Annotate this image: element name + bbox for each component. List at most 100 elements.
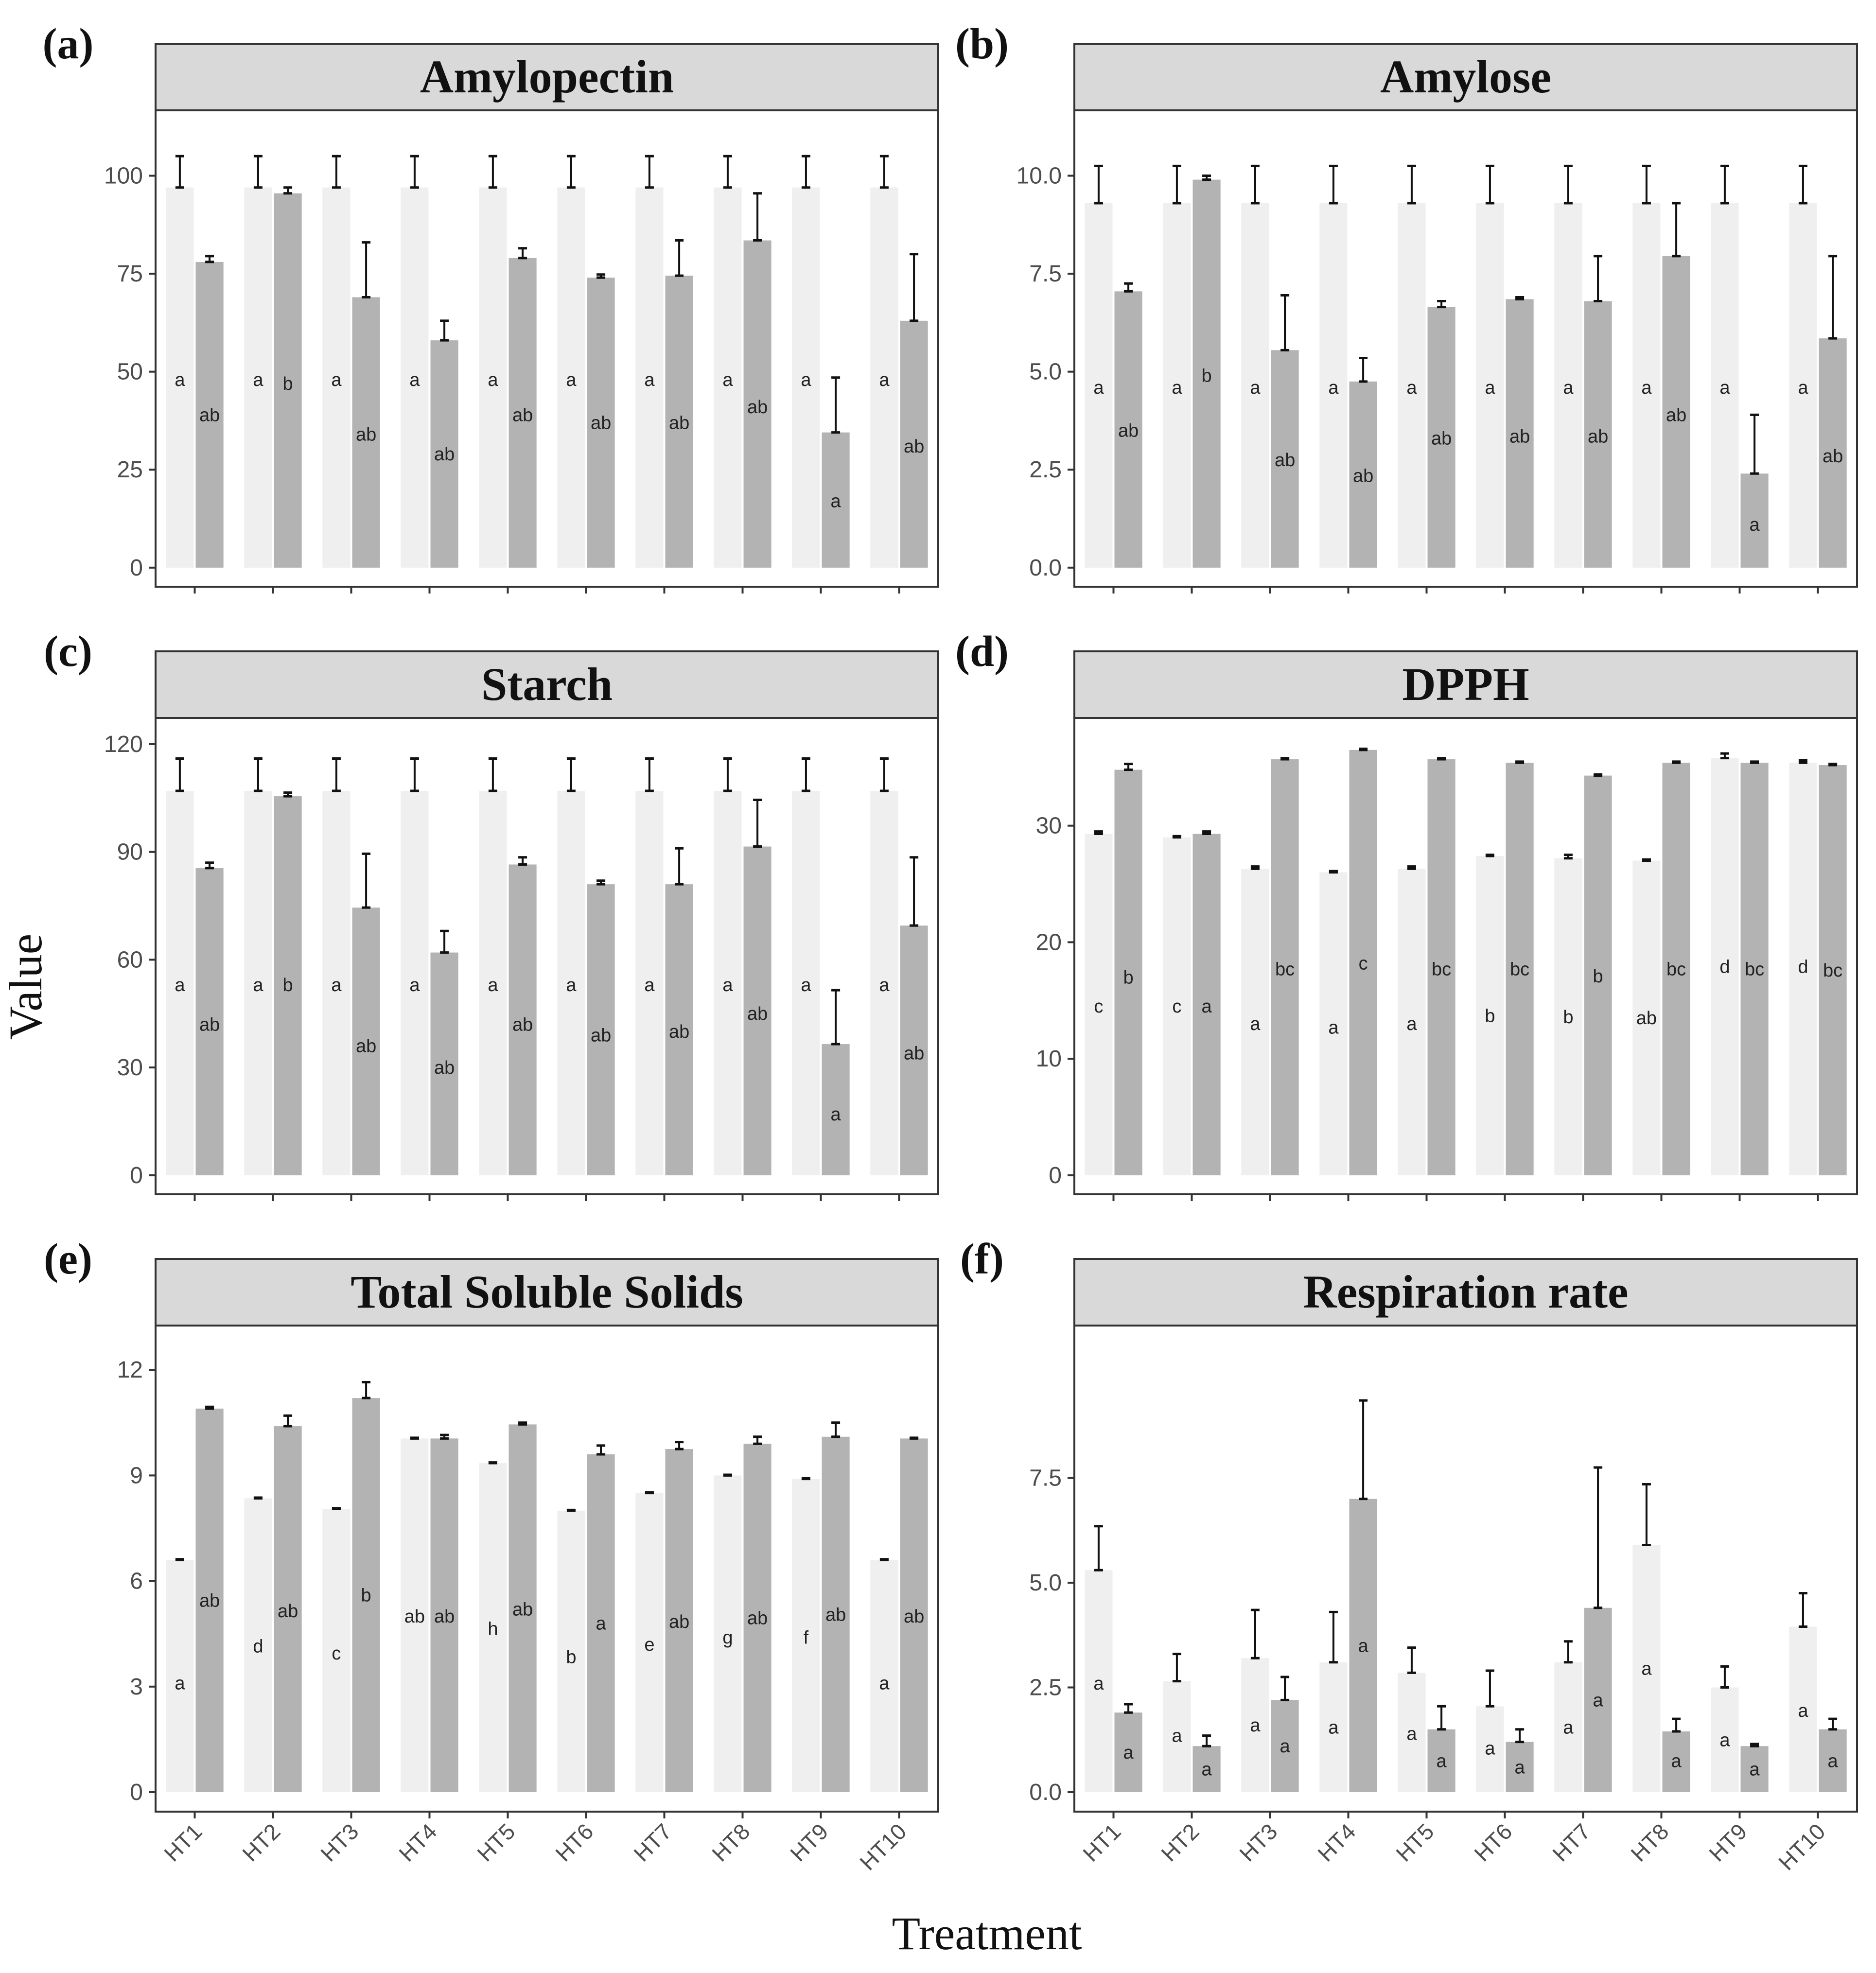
sig-label-s2-HT6: a xyxy=(596,1613,607,1634)
bar-s2-HT2 xyxy=(274,1426,302,1792)
bar-s1-HT1 xyxy=(166,1560,194,1792)
sig-label-s1-HT10: d xyxy=(1798,957,1808,978)
bar-s2-HT3 xyxy=(1271,350,1299,568)
bar-s2-HT10 xyxy=(900,320,928,568)
y-tick-label: 0 xyxy=(130,555,143,581)
sig-label-s2-HT4: ab xyxy=(434,1058,455,1078)
bar-s2-HT9 xyxy=(822,1436,850,1792)
bar-s1-HT4 xyxy=(1319,872,1348,1175)
bar-s2-HT1 xyxy=(1114,291,1142,568)
y-tick-label: 25 xyxy=(117,457,143,483)
y-tick-label: 0 xyxy=(130,1780,143,1805)
sig-label-s1-HT10: a xyxy=(1798,378,1808,398)
y-tick-label: 2.5 xyxy=(1029,1675,1062,1701)
bar-s1-HT5 xyxy=(479,1463,507,1792)
bar-s1-HT6 xyxy=(1476,856,1504,1175)
y-tick-label: 30 xyxy=(1036,813,1062,839)
sig-label-s1-HT8: a xyxy=(1641,1659,1652,1679)
y-tick-label: 0 xyxy=(1049,1163,1062,1188)
sig-label-s1-HT9: f xyxy=(804,1627,809,1648)
sig-label-s2-HT9: a xyxy=(831,1104,842,1125)
sig-label-s1-HT3: a xyxy=(1250,1715,1261,1736)
bar-s2-HT10 xyxy=(900,925,928,1175)
sig-label-s1-HT6: b xyxy=(1485,1006,1495,1026)
bar-s2-HT4 xyxy=(1349,750,1377,1175)
sig-label-s2-HT3: b xyxy=(361,1586,371,1606)
bar-s2-HT5 xyxy=(1427,307,1455,568)
sig-label-s1-HT3: c xyxy=(332,1643,341,1664)
bar-s2-HT7 xyxy=(1584,1607,1612,1792)
bar-s1-HT5 xyxy=(1398,1673,1426,1792)
sig-label-s1-HT5: a xyxy=(1406,1014,1417,1034)
sig-label-s2-HT10: ab xyxy=(904,1044,924,1064)
bar-s1-HT5 xyxy=(1398,869,1426,1175)
sig-label-s2-HT5: bc xyxy=(1432,960,1451,980)
sig-label-s2-HT1: ab xyxy=(199,1014,220,1035)
panel-2: (b)Amylose0.02.55.07.510.0aababaabaabaab… xyxy=(955,20,1858,594)
sig-label-s1-HT8: g xyxy=(722,1627,733,1648)
sig-label-s2-HT6: a xyxy=(1515,1757,1525,1778)
sig-label-s2-HT2: b xyxy=(283,374,293,394)
sig-label-s2-HT8: bc xyxy=(1666,960,1686,980)
sig-label-s1-HT5: a xyxy=(1406,1724,1417,1744)
bar-s1-HT3 xyxy=(322,187,351,568)
sig-label-s1-HT1: a xyxy=(175,975,185,995)
sig-label-s1-HT5: h xyxy=(488,1619,498,1639)
sig-label-s2-HT7: ab xyxy=(669,413,689,433)
sig-label-s2-HT7: b xyxy=(1593,966,1603,987)
plot-border xyxy=(1073,1325,1858,1813)
sig-label-s2-HT2: ab xyxy=(278,1601,298,1622)
panel-6: (f)Respiration rate0.02.55.07.5aaHT1aaHT… xyxy=(960,1235,1858,1875)
bar-s2-HT2 xyxy=(274,796,302,1175)
panel-letter: (b) xyxy=(955,20,1009,68)
bar-s2-HT8 xyxy=(743,1444,771,1792)
sig-label-s2-HT4: ab xyxy=(434,1606,455,1627)
y-tick-label: 5.0 xyxy=(1029,359,1062,385)
panel-letter: (f) xyxy=(960,1235,1004,1283)
plot-background xyxy=(156,1326,938,1812)
sig-label-s1-HT9: a xyxy=(801,975,811,995)
sig-label-s2-HT4: a xyxy=(1358,1636,1369,1656)
sig-label-s1-HT7: a xyxy=(1563,378,1574,398)
sig-label-s2-HT2: b xyxy=(1202,366,1212,386)
sig-label-s2-HT7: ab xyxy=(1588,427,1608,447)
bar-s2-HT7 xyxy=(665,276,693,568)
plot-border xyxy=(155,1325,939,1813)
panel-letter: (c) xyxy=(44,628,92,676)
sig-label-s2-HT6: ab xyxy=(591,413,611,433)
bar-s1-HT4 xyxy=(1319,203,1348,568)
sig-label-s1-HT2: c xyxy=(1172,996,1181,1017)
sig-label-s1-HT7: a xyxy=(1563,1717,1574,1738)
bar-s1-HT7 xyxy=(1554,203,1582,568)
x-axis-title: Treatment xyxy=(892,1907,1082,1959)
bar-s1-HT9 xyxy=(1711,758,1739,1175)
bar-s1-HT4 xyxy=(401,187,429,568)
bar-s1-HT2 xyxy=(244,1498,272,1792)
bar-s2-HT4 xyxy=(1349,381,1377,568)
bar-s1-HT10 xyxy=(870,187,898,568)
bar-s2-HT2 xyxy=(274,193,302,568)
bar-s1-HT10 xyxy=(1789,763,1817,1175)
sig-label-s2-HT3: bc xyxy=(1275,960,1295,980)
y-tick-label: 75 xyxy=(117,261,143,287)
panel-title: Amylopectin xyxy=(420,51,674,103)
plot-border xyxy=(155,717,939,1195)
panel-letter: (a) xyxy=(43,20,94,68)
sig-label-s2-HT8: a xyxy=(1671,1751,1682,1771)
sig-label-s2-HT2: a xyxy=(1202,1760,1212,1780)
y-tick-label: 9 xyxy=(130,1463,143,1488)
bar-s2-HT6 xyxy=(587,1454,615,1792)
sig-label-s2-HT7: a xyxy=(1593,1690,1604,1711)
bar-s2-HT4 xyxy=(430,952,458,1175)
sig-label-s2-HT8: ab xyxy=(747,1004,768,1024)
sig-label-s2-HT4: c xyxy=(1359,954,1368,974)
bar-s1-HT3 xyxy=(322,790,351,1175)
sig-label-s2-HT1: ab xyxy=(199,405,220,425)
bar-s2-HT2 xyxy=(1192,1746,1221,1792)
sig-label-s1-HT8: a xyxy=(1641,378,1652,398)
panel-strip xyxy=(1073,650,1858,719)
sig-label-s2-HT8: ab xyxy=(747,1608,768,1629)
sig-label-s1-HT9: a xyxy=(1719,378,1730,398)
